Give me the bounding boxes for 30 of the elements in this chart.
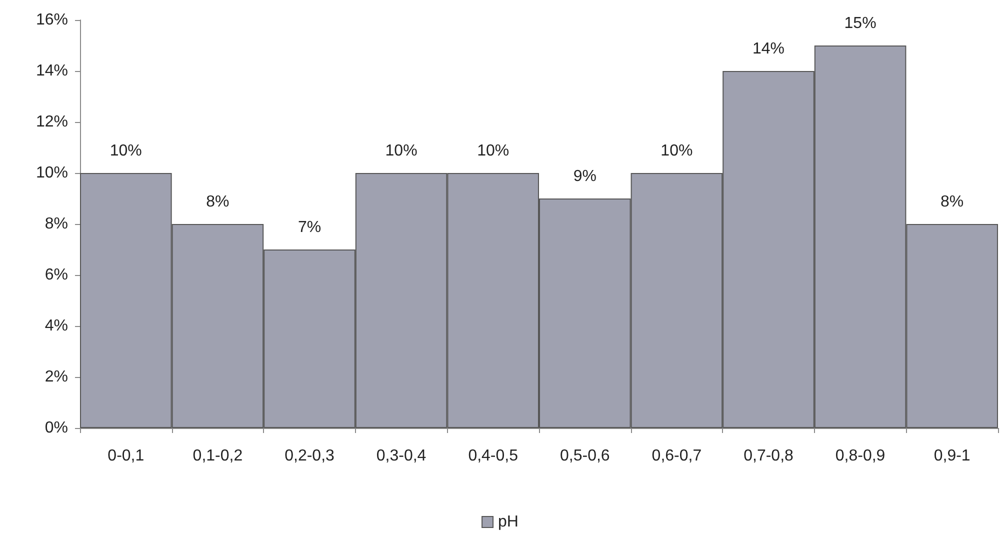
x-tick-label: 0,2-0,3 bbox=[284, 448, 335, 464]
data-label: 14% bbox=[752, 40, 785, 58]
y-tick-label: 14% bbox=[36, 62, 68, 80]
x-tick-label: 0,6-0,7 bbox=[652, 448, 702, 464]
y-tick-label: 12% bbox=[36, 114, 68, 130]
x-tick-label: 0,8-0,9 bbox=[835, 448, 886, 464]
data-label: 8% bbox=[206, 194, 230, 210]
x-tick-label: 0,4-0,5 bbox=[468, 448, 518, 464]
x-tick-label: 0,3-0,4 bbox=[376, 448, 426, 464]
data-label: 7% bbox=[298, 219, 322, 236]
data-label: 8% bbox=[940, 194, 964, 210]
y-tick-label: 2% bbox=[44, 368, 68, 386]
x-tick-label: 0-0,1 bbox=[108, 448, 144, 464]
data-label: 10% bbox=[385, 142, 418, 160]
x-tick-label: 0,9-1 bbox=[934, 448, 970, 464]
data-label: 10% bbox=[110, 142, 142, 160]
x-tick-label: 0,1-0,2 bbox=[192, 448, 243, 464]
legend-label: pH bbox=[498, 514, 518, 530]
y-tick-label: 16% bbox=[36, 12, 68, 28]
x-tick-label: 0,7-0,8 bbox=[744, 448, 794, 464]
data-label: 10% bbox=[477, 142, 510, 160]
y-tick-label: 10% bbox=[36, 164, 68, 182]
y-tick-label: 4% bbox=[44, 318, 68, 334]
data-label: 10% bbox=[660, 142, 693, 160]
y-tick-label: 0% bbox=[44, 420, 68, 436]
y-tick-label: 6% bbox=[44, 266, 68, 284]
data-label: 9% bbox=[573, 168, 596, 185]
data-label: 15% bbox=[844, 15, 876, 32]
x-tick-label: 0,5-0,6 bbox=[560, 448, 610, 464]
y-tick-label: 8% bbox=[44, 216, 68, 232]
